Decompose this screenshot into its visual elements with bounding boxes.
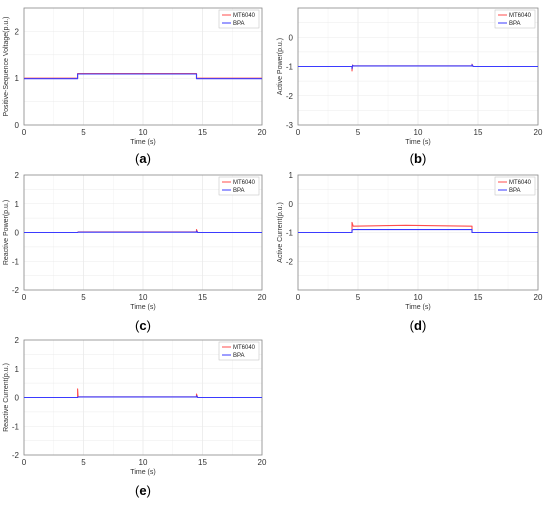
legend-label: BPA <box>509 21 521 27</box>
y-tick-label: -2 <box>12 286 20 295</box>
legend-label: MT6040 <box>233 180 256 186</box>
legend: MT6040 BPA <box>218 176 260 196</box>
y-tick-label: -1 <box>12 422 20 431</box>
y-tick-label: 0 <box>15 394 20 403</box>
y-tick-label: 2 <box>15 336 20 345</box>
x-tick-label: 5 <box>356 128 361 137</box>
y-tick-label: -1 <box>286 63 294 72</box>
legend: MT6040 BPA <box>494 9 536 29</box>
y-tick-label: 1 <box>15 365 20 374</box>
chart-panel-2: 0 5 10 15 20 -3 -2 -1 0 Time (s) Active Power(p.u.… <box>277 7 543 166</box>
chart-panel-3: 0 5 10 15 20 -2 -1 0 1 2 Time (s) Reactive Power(p.… <box>3 171 267 333</box>
x-tick-label: 15 <box>198 128 207 137</box>
y-tick-label: -2 <box>12 451 20 460</box>
x-tick-label: 0 <box>296 293 301 302</box>
series-line-bpa <box>298 229 538 234</box>
x-tick-label: 10 <box>414 293 423 302</box>
legend-label: BPA <box>233 188 245 194</box>
chart-panel-4: 0 5 10 15 20 -2 -1 0 1 Time (s) Active Current(p.u… <box>277 171 543 333</box>
chart-panel-5: 0 5 10 15 20 -2 -1 0 1 2 Time (s) Reactive Current(… <box>3 336 267 498</box>
x-axis-label: Time (s) <box>405 304 430 311</box>
x-tick-label: 20 <box>534 293 543 302</box>
x-tick-label: 15 <box>198 293 207 302</box>
x-tick-label: 10 <box>139 458 148 467</box>
y-tick-label: 1 <box>289 171 294 180</box>
x-tick-label: 5 <box>81 458 86 467</box>
x-tick-label: 5 <box>81 293 86 302</box>
legend-label: MT6040 <box>509 13 532 19</box>
y-tick-label: 1 <box>15 200 20 209</box>
panel-caption: (e) <box>135 483 151 498</box>
y-axis-label: Active Power(p.u.) <box>277 38 284 95</box>
y-axis-label: Reactive Current(p.u.) <box>3 363 10 432</box>
panel-caption: (b) <box>410 151 427 166</box>
y-tick-label: -1 <box>286 229 294 238</box>
y-tick-label: 0 <box>289 200 294 209</box>
x-tick-label: 20 <box>258 293 267 302</box>
x-tick-label: 10 <box>139 293 148 302</box>
legend-label: MT6040 <box>509 180 532 186</box>
x-tick-label: 10 <box>414 128 423 137</box>
y-tick-label: 0 <box>15 229 20 238</box>
y-tick-label: 2 <box>15 27 20 36</box>
series-line-bpa <box>24 73 262 80</box>
x-tick-label: 5 <box>356 293 361 302</box>
legend-label: MT6040 <box>233 345 256 351</box>
y-tick-label: -3 <box>286 121 294 130</box>
legend-label: BPA <box>233 21 245 27</box>
x-axis-label: Time (s) <box>130 139 155 146</box>
x-tick-label: 0 <box>22 293 27 302</box>
x-axis-label: Time (s) <box>405 139 430 146</box>
panel-caption: (c) <box>135 318 151 333</box>
x-tick-label: 15 <box>198 458 207 467</box>
y-tick-label: -2 <box>286 257 294 266</box>
y-tick-label: -1 <box>12 257 20 266</box>
x-tick-label: 15 <box>474 128 483 137</box>
series-line-bpa <box>24 395 262 399</box>
x-axis-label: Time (s) <box>130 304 155 311</box>
series-line-bpa <box>298 64 538 70</box>
x-tick-label: 20 <box>534 128 543 137</box>
legend: MT6040 BPA <box>494 176 536 196</box>
legend: MT6040 BPA <box>218 341 260 361</box>
x-tick-label: 0 <box>22 128 27 137</box>
panel-caption: (a) <box>135 151 151 166</box>
legend-label: BPA <box>233 353 245 359</box>
x-tick-label: 0 <box>22 458 27 467</box>
x-tick-label: 5 <box>81 128 86 137</box>
legend-label: BPA <box>509 188 521 194</box>
x-tick-label: 10 <box>139 128 148 137</box>
x-axis-label: Time (s) <box>130 469 155 476</box>
x-tick-label: 0 <box>296 128 301 137</box>
x-tick-label: 15 <box>474 293 483 302</box>
panel-caption: (d) <box>410 318 427 333</box>
y-tick-label: -2 <box>286 92 294 101</box>
y-tick-label: 0 <box>15 121 20 130</box>
legend: MT6040 BPA <box>218 9 260 29</box>
legend-label: MT6040 <box>233 13 256 19</box>
y-tick-label: 0 <box>289 33 294 42</box>
y-tick-label: 2 <box>15 171 20 180</box>
series-line-bpa <box>24 230 262 234</box>
x-tick-label: 20 <box>258 458 267 467</box>
x-tick-label: 20 <box>258 128 267 137</box>
chart-panel-1: 0 5 10 15 20 0 1 2 Time (s) Positive-Sequence Vol… <box>3 7 267 166</box>
y-tick-label: 1 <box>15 74 20 83</box>
plot-frame <box>23 7 263 126</box>
y-axis-label: Active Current(p.u.) <box>277 202 284 263</box>
y-axis-label: Reactive Power(p.u.) <box>3 200 10 265</box>
y-axis-label: Positive-Sequence Voltage(p.u.) <box>3 16 10 116</box>
